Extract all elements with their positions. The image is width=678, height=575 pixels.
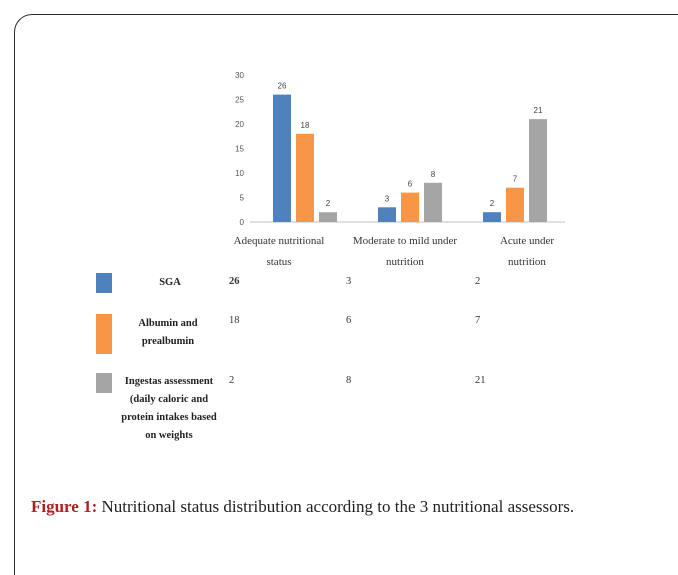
y-tick-label: 15 [235, 145, 244, 154]
data-label: 18 [301, 121, 310, 130]
bar [424, 182, 442, 222]
figure-frame [14, 14, 678, 575]
category-label: Moderate to mild under nutrition [352, 235, 458, 268]
data-label: 26 [278, 82, 287, 91]
legend-swatch-ingestas [96, 373, 112, 393]
table-cell: 8 [346, 375, 352, 386]
y-tick-labels: 30 25 20 15 10 5 0 [235, 71, 244, 227]
legend-swatch-albumin [96, 314, 112, 354]
y-tick-label: 25 [235, 96, 244, 105]
bar [378, 207, 396, 222]
bar [483, 212, 501, 222]
y-tick-label: 20 [235, 120, 244, 129]
table-cell: 21 [475, 375, 486, 386]
data-label: 2 [326, 199, 331, 208]
legend-label: SGA [159, 277, 181, 288]
figure-caption: Figure 1: Nutritional status distributio… [31, 494, 671, 519]
data-label: 3 [385, 194, 390, 203]
table-cell: 26 [229, 276, 240, 287]
table-cell: 18 [229, 315, 240, 326]
table-cell: 2 [475, 276, 481, 287]
data-labels: 26 3 2 18 6 7 2 8 21 [278, 82, 543, 209]
y-tick-label: 0 [240, 218, 245, 227]
bar [529, 119, 547, 222]
legend-swatch-sga [96, 273, 112, 293]
bar [296, 133, 314, 222]
bar [319, 212, 337, 222]
category-label: Adequate nutritional status [233, 235, 325, 268]
legend-label: Albumin and prealbumin [138, 318, 198, 347]
table-cell: 3 [346, 276, 352, 287]
bar [506, 187, 524, 222]
legend-label: Ingestas assessment (daily caloric and p… [121, 376, 217, 441]
bar [273, 94, 291, 222]
table-cell: 6 [346, 315, 352, 326]
bar [401, 192, 419, 222]
table-cell: 7 [475, 315, 481, 326]
caption-label: Figure 1: [31, 497, 98, 516]
data-label: 8 [431, 170, 436, 179]
data-label: 6 [408, 180, 413, 189]
data-label: 21 [534, 106, 543, 115]
caption-text: Nutritional status distribution accordin… [97, 497, 575, 516]
table-cell: 2 [229, 375, 235, 386]
bars [273, 94, 547, 222]
data-label: 2 [490, 199, 495, 208]
data-label: 7 [513, 175, 518, 184]
y-tick-label: 10 [235, 169, 244, 178]
y-tick-label: 5 [240, 194, 245, 203]
category-label: Acute under nutrition [499, 235, 555, 268]
y-tick-label: 30 [235, 71, 244, 80]
